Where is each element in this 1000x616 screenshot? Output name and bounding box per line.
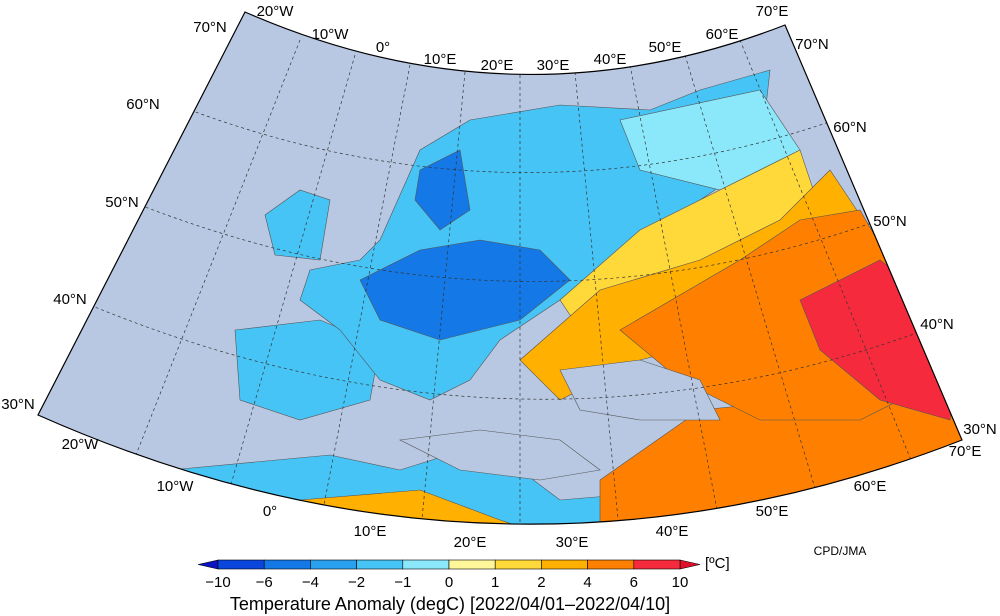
colorbar-tick-label: 10	[672, 574, 689, 591]
graticule-label: 40°N	[920, 316, 954, 333]
colorbar-tick-label: −10	[205, 574, 230, 591]
colorbar-bin	[310, 559, 357, 570]
map-frame	[37, 11, 963, 525]
graticule-label: 70°N	[193, 19, 227, 36]
colorbar-tick-label: −6	[256, 574, 273, 591]
colorbar-bin	[217, 559, 265, 570]
colorbar-tick-label: 6	[630, 574, 638, 591]
colorbar-bin	[494, 559, 542, 570]
title: Temperature Anomaly (degC) [2022/04/01–2…	[230, 594, 670, 614]
graticule-label: 10°W	[157, 478, 195, 495]
colorbar-high	[679, 559, 701, 570]
graticule-label: 40°N	[53, 291, 87, 308]
graticule-label: 30°E	[556, 534, 589, 551]
colorbar-tick-label: −1	[394, 574, 411, 591]
graticule-label: 30°E	[537, 57, 570, 74]
credit: CPD/JMA	[814, 544, 867, 558]
colorbar-tick-label: 2	[537, 574, 545, 591]
colorbar-bin	[402, 559, 450, 570]
graticule-label: 50°N	[873, 213, 907, 230]
graticule-label: 40°E	[594, 51, 627, 68]
graticule-label: 30°N	[1, 396, 35, 413]
colorbar-tick-label: 4	[583, 574, 591, 591]
colorbar-bin	[263, 559, 311, 570]
graticule-label: 30°N	[963, 421, 997, 438]
colorbar-low	[197, 559, 219, 570]
graticule-label: 0°	[263, 503, 277, 520]
graticule-label: 50°E	[756, 503, 789, 520]
colorbar-tick-label: 1	[491, 574, 499, 591]
colorbar-bin	[633, 559, 681, 570]
graticule-label: 70°E	[756, 3, 789, 20]
graticule-label: 70°N	[795, 36, 829, 53]
graticule	[89, 39, 926, 525]
colorbar-bin	[448, 559, 496, 570]
colorbar-unit: [ºC]	[705, 555, 730, 572]
graticule-label: 60°E	[706, 26, 739, 43]
graticule-label: 60°N	[833, 119, 867, 136]
colorbar-bin	[541, 559, 588, 570]
colorbar-tick-label: 0	[445, 574, 453, 591]
graticule-label: 50°N	[105, 194, 139, 211]
colorbar-tick-label: −4	[302, 574, 319, 591]
colorbar-tick-label: −2	[348, 574, 365, 591]
graticule-label: 10°E	[354, 523, 387, 540]
colorbar-bin	[587, 559, 635, 570]
graticule-label: 40°E	[656, 523, 689, 540]
graticule-label: 60°N	[126, 96, 160, 113]
graticule-label: 0°	[376, 39, 390, 56]
graticule-label: 20°E	[454, 534, 487, 551]
graticule-label: 60°E	[854, 478, 887, 495]
graticule-label: 50°E	[649, 39, 682, 56]
colorbar-bin	[356, 559, 404, 570]
graticule-label: 70°E	[949, 443, 982, 460]
graticule-label: 10°E	[424, 51, 457, 68]
graticule-label: 20°W	[62, 436, 100, 453]
graticule-label: 20°W	[257, 3, 295, 20]
graticule-label: 20°E	[481, 57, 514, 74]
graticule-label: 10°W	[312, 26, 350, 43]
